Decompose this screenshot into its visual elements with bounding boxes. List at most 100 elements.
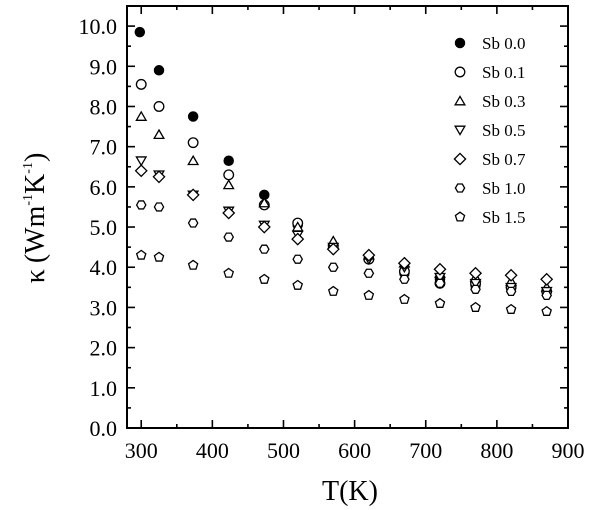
- data-point: [505, 303, 517, 314]
- data-point: [135, 156, 148, 167]
- legend-marker: [454, 66, 466, 78]
- data-point: [153, 101, 165, 112]
- data-point: [223, 232, 235, 242]
- data-point: [135, 110, 148, 121]
- y-tick-label: 3.0: [90, 295, 118, 320]
- data-point: [363, 268, 375, 278]
- legend-label: Sb 0.7: [482, 150, 526, 169]
- data-point: [434, 297, 446, 308]
- y-tick-label: 0.0: [90, 416, 118, 441]
- y-axis-unit-w: Wm: [20, 205, 51, 253]
- series-sb-0-7: [134, 164, 554, 286]
- data-point: [153, 65, 165, 76]
- data-point: [187, 218, 199, 228]
- data-point: [397, 256, 411, 270]
- y-axis-unit-k: K: [20, 174, 51, 194]
- data-point: [292, 254, 304, 264]
- legend: Sb 0.0 Sb 0.1 Sb 0.3 Sb 0.5 Sb 0.7 Sb 1.0 Sb 1…: [453, 34, 526, 227]
- legend-item: Sb 1.0: [454, 179, 525, 198]
- data-point: [363, 289, 375, 300]
- legend-item: Sb 0.1: [454, 63, 525, 82]
- x-axis-title: T(K): [322, 476, 378, 507]
- series-sb-1-0: [135, 200, 553, 301]
- x-tick-label: 700: [409, 438, 442, 463]
- data-point: [186, 188, 200, 202]
- data-point: [540, 272, 554, 286]
- data-point: [470, 284, 481, 294]
- y-tick-label: 4.0: [90, 255, 118, 280]
- data-point: [135, 78, 147, 90]
- legend-marker: [453, 152, 467, 166]
- y-tick-label: 5.0: [90, 215, 118, 240]
- data-point: [434, 278, 446, 288]
- data-point: [187, 111, 199, 122]
- y-tick-label: 7.0: [90, 135, 118, 160]
- plot-frame: [126, 5, 569, 429]
- data-point: [187, 259, 199, 270]
- data-point: [258, 244, 270, 254]
- data-point: [327, 285, 339, 296]
- x-tick-label: 500: [267, 438, 300, 463]
- data-point: [257, 220, 271, 234]
- legend-item: Sb 0.7: [453, 150, 526, 169]
- data-point: [223, 155, 234, 166]
- legend-label: Sb 1.5: [482, 208, 525, 227]
- data-point: [222, 178, 235, 190]
- data-points: [134, 26, 554, 316]
- legend-marker: [454, 37, 466, 49]
- data-point: [222, 206, 236, 220]
- data-point: [223, 169, 235, 181]
- y-axis-exp-2: -1: [21, 162, 36, 174]
- data-point: [292, 279, 304, 290]
- legend-item: Sb 0.0: [454, 34, 525, 53]
- data-point: [470, 301, 481, 312]
- data-point: [153, 128, 165, 140]
- y-axis-close-paren: ): [20, 153, 51, 162]
- y-tick-label: 1.0: [90, 376, 118, 401]
- y-tick-label: 8.0: [90, 94, 118, 119]
- data-point: [187, 137, 199, 149]
- legend-marker: [454, 183, 466, 193]
- y-axis-exp-1: -1: [21, 194, 36, 206]
- data-point: [134, 26, 146, 38]
- data-point: [153, 202, 165, 212]
- legend-item: Sb 0.3: [454, 92, 525, 111]
- data-point: [258, 197, 271, 208]
- data-point: [135, 249, 147, 260]
- legend-item: Sb 0.5: [454, 121, 525, 140]
- data-point: [223, 267, 235, 278]
- x-tick-labels: 300 400 500 600 700 800 900: [125, 438, 585, 463]
- data-point: [135, 200, 147, 210]
- legend-marker: [454, 211, 466, 222]
- x-tick-label: 600: [338, 438, 371, 463]
- legend-label: Sb 0.3: [482, 92, 525, 111]
- legend-marker: [454, 95, 466, 106]
- data-point: [541, 290, 553, 301]
- data-point: [134, 164, 148, 178]
- data-point: [153, 251, 165, 262]
- data-point: [433, 262, 447, 276]
- data-point: [291, 232, 305, 246]
- data-point: [504, 268, 518, 282]
- series-sb-1-5: [135, 249, 552, 316]
- legend-label: Sb 0.1: [482, 63, 525, 82]
- y-tick-label: 6.0: [90, 175, 118, 200]
- data-point: [362, 248, 376, 262]
- data-point: [258, 273, 270, 284]
- data-point: [327, 262, 339, 272]
- data-point: [399, 293, 410, 304]
- legend-item: Sb 1.5: [454, 208, 525, 227]
- x-tick-label: 400: [196, 438, 229, 463]
- y-tick-label: 2.0: [90, 336, 118, 361]
- data-point: [187, 154, 200, 166]
- x-tick-label: 900: [552, 438, 585, 463]
- y-tick-label: 10.0: [79, 14, 118, 39]
- legend-label: Sb 0.5: [482, 121, 525, 140]
- x-tick-label: 800: [480, 438, 513, 463]
- data-point: [469, 266, 483, 280]
- y-axis-open-paren: (: [20, 254, 51, 263]
- legend-marker: [454, 125, 466, 136]
- legend-label: Sb 1.0: [482, 179, 525, 198]
- data-point: [399, 274, 410, 284]
